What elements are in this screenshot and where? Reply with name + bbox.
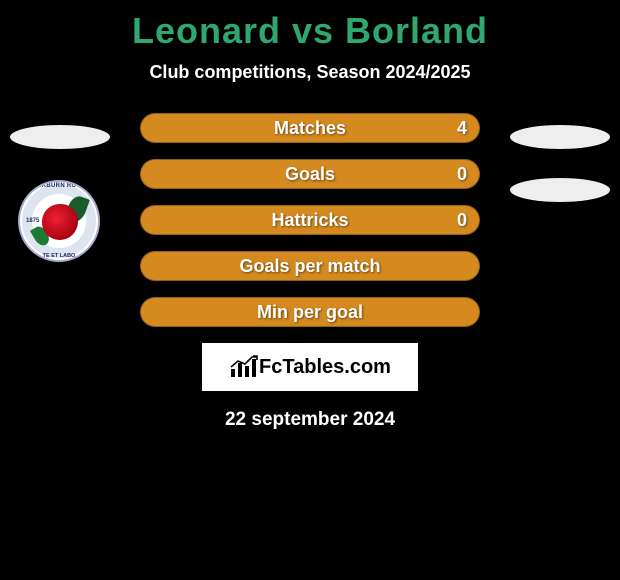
right-player-marker-1	[510, 125, 610, 149]
crest-text-top: BLACKBURN ROVERS	[20, 183, 98, 189]
comparison-card: Leonard vs Borland Club competitions, Se…	[0, 0, 620, 431]
stat-label: Goals per match	[239, 256, 380, 277]
crest-year: 1875	[26, 218, 39, 224]
left-player-marker-1	[10, 125, 110, 149]
crest-rose	[42, 204, 78, 240]
date-label: 22 september 2024	[0, 409, 620, 431]
chart-icon	[229, 355, 259, 379]
stat-label: Matches	[274, 118, 346, 139]
subtitle: Club competitions, Season 2024/2025	[0, 62, 620, 83]
stat-row-goals: Goals 0	[140, 159, 480, 189]
right-player-marker-2	[510, 178, 610, 202]
stat-label: Goals	[285, 164, 335, 185]
stat-row-matches: Matches 4	[140, 113, 480, 143]
crest-text-bottom: TE ET LABO	[20, 253, 98, 259]
stat-row-min-per-goal: Min per goal	[140, 297, 480, 327]
stat-value-right: 4	[457, 118, 467, 139]
stat-value-right: 0	[457, 210, 467, 231]
stat-value-right: 0	[457, 164, 467, 185]
stats-list: Matches 4 Goals 0 Hattricks 0 Goals per …	[140, 113, 480, 327]
stat-row-hattricks: Hattricks 0	[140, 205, 480, 235]
page-title: Leonard vs Borland	[0, 0, 620, 52]
stat-label: Min per goal	[257, 302, 363, 323]
club-crest: BLACKBURN ROVERS TE ET LABO 1875	[18, 180, 100, 262]
brand-text: FcTables.com	[259, 356, 391, 379]
stat-label: Hattricks	[271, 210, 348, 231]
stat-row-goals-per-match: Goals per match	[140, 251, 480, 281]
brand-box[interactable]: FcTables.com	[202, 343, 418, 391]
